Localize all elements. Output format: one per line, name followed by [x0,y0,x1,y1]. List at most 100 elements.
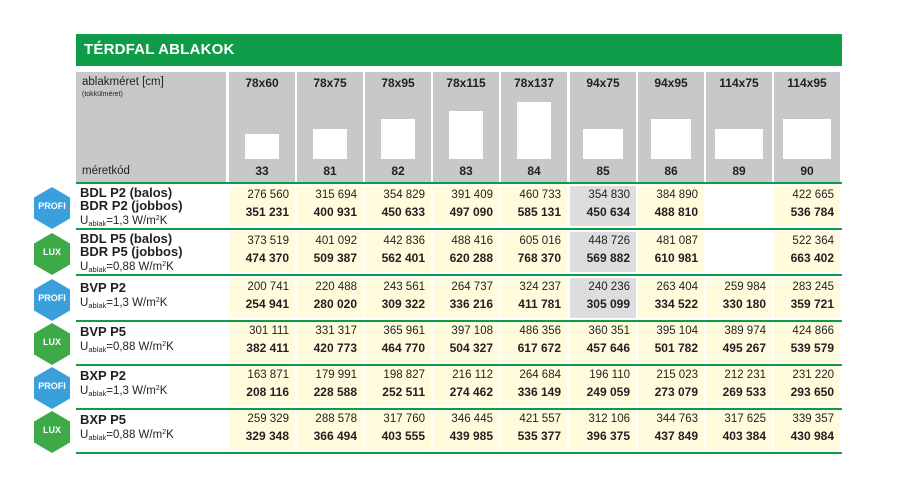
row-divider [76,274,842,276]
badge-lux: LUX [32,410,72,454]
window-shape-icon [381,119,415,159]
net-price: 263 404 [656,281,698,293]
header-col-78x60: 78x60 33 [229,72,295,182]
header-col-78x137: 78x137 84 [501,72,567,182]
net-price: 422 665 [792,189,834,201]
net-price: 200 741 [247,281,289,293]
badge-lux: LUX [32,232,72,276]
net-price: 401 092 [315,235,357,247]
net-price: 243 561 [383,281,425,293]
u-value: Uablak=1,3 W/m2K [80,297,168,310]
window-size: 78x115 [446,76,486,90]
net-price: 216 112 [452,369,493,381]
product-label: BDL P2 (balos) BDR P2 (jobbos) Uablak=1,3 … [80,186,228,230]
price-cell: 401 092 509 387 [297,232,363,272]
gross-price: 437 849 [654,429,698,443]
gross-price: 309 322 [381,297,425,311]
net-price: 384 890 [656,189,698,201]
price-cell: 324 237 411 781 [501,278,567,318]
net-price: 424 866 [792,325,834,337]
header-col-114x75: 114x75 89 [706,72,772,182]
price-cell: 442 836 562 401 [365,232,431,272]
price-cell: 312 106 396 375 [570,410,636,450]
net-price: 397 108 [451,325,493,337]
net-price: 259 329 [247,413,289,425]
price-cell: 331 317 420 773 [297,322,363,362]
price-cell: 605 016 768 370 [501,232,567,272]
price-cell: 317 760 403 555 [365,410,431,450]
gross-price: 228 588 [313,385,357,399]
gross-price: 420 773 [313,341,357,355]
product-name: BDR P5 (jobbos) [80,244,183,259]
gross-price: 620 288 [449,251,493,265]
price-cell: 212 231 269 533 [706,366,772,406]
row-divider [76,452,842,454]
u-value: Uablak=0,88 W/m2K [80,261,174,274]
product-label: BVP P5 Uablak=0,88 W/m2K [80,325,228,356]
net-price: 360 351 [588,325,630,337]
product-label: BVP P2 Uablak=1,3 W/m2K [80,281,228,312]
gross-price: 768 370 [517,251,561,265]
badge-label: PROFI [38,381,66,391]
window-shape-icon [651,119,691,159]
header-col-78x115: 78x115 83 [433,72,499,182]
price-cell: 460 733 585 131 [501,186,567,226]
price-cell [706,186,772,226]
size-code: 83 [459,164,473,178]
net-price: 212 231 [724,369,766,381]
net-price: 488 416 [451,235,493,247]
window-size: 78x95 [381,76,415,90]
window-shape-icon [783,119,831,159]
badge-label: PROFI [38,201,66,211]
price-cell: 354 830 450 634 [570,186,636,226]
net-price: 259 984 [724,281,766,293]
product-name: BDL P5 (balos) [80,231,173,246]
price-cell: 389 974 495 267 [706,322,772,362]
size-code: 89 [732,164,746,178]
net-price: 522 364 [792,235,834,247]
price-cell: 486 356 617 672 [501,322,567,362]
gross-price: 501 782 [654,341,698,355]
badge-profi: PROFI [32,186,72,230]
badge-profi: PROFI [32,366,72,410]
size-label: ablakméret [cm] [82,76,164,88]
price-cell: 360 351 457 646 [570,322,636,362]
size-code: 81 [323,164,337,178]
gross-price: 336 216 [449,297,493,311]
size-sublabel: (tokkülméret) [82,91,123,98]
price-cell: 339 357 430 984 [774,410,840,450]
price-cell: 263 404 334 522 [638,278,704,318]
gross-price: 610 981 [654,251,698,265]
price-cell: 283 245 359 721 [774,278,840,318]
price-cell: 179 991 228 588 [297,366,363,406]
gross-price: 330 180 [722,297,766,311]
gross-price: 351 231 [245,205,289,219]
row-divider [76,364,842,366]
net-price: 331 317 [315,325,357,337]
size-code: 33 [255,164,269,178]
gross-price: 366 494 [313,429,357,443]
price-cell: 259 984 330 180 [706,278,772,318]
net-price: 220 488 [315,281,357,293]
size-code: 86 [664,164,678,178]
price-cell: 315 694 400 931 [297,186,363,226]
gross-price: 274 462 [449,385,493,399]
net-price: 196 110 [589,369,630,381]
net-price: 339 357 [792,413,834,425]
gross-price: 562 401 [381,251,425,265]
gross-price: 488 810 [654,205,698,219]
net-price: 231 220 [792,369,834,381]
gross-price: 329 348 [245,429,289,443]
u-value: Uablak=1,3 W/m2K [80,215,168,228]
net-price: 312 106 [588,413,630,425]
net-price: 481 087 [656,235,698,247]
window-size: 94x95 [654,76,688,90]
header-col-94x95: 94x95 86 [638,72,704,182]
gross-price: 396 375 [586,429,630,443]
net-price: 315 694 [315,189,357,201]
header-col-94x75: 94x75 85 [570,72,636,182]
badge-lux: LUX [32,322,72,366]
price-cell [706,232,772,272]
window-size: 114x75 [719,76,759,90]
net-price: 344 763 [656,413,698,425]
